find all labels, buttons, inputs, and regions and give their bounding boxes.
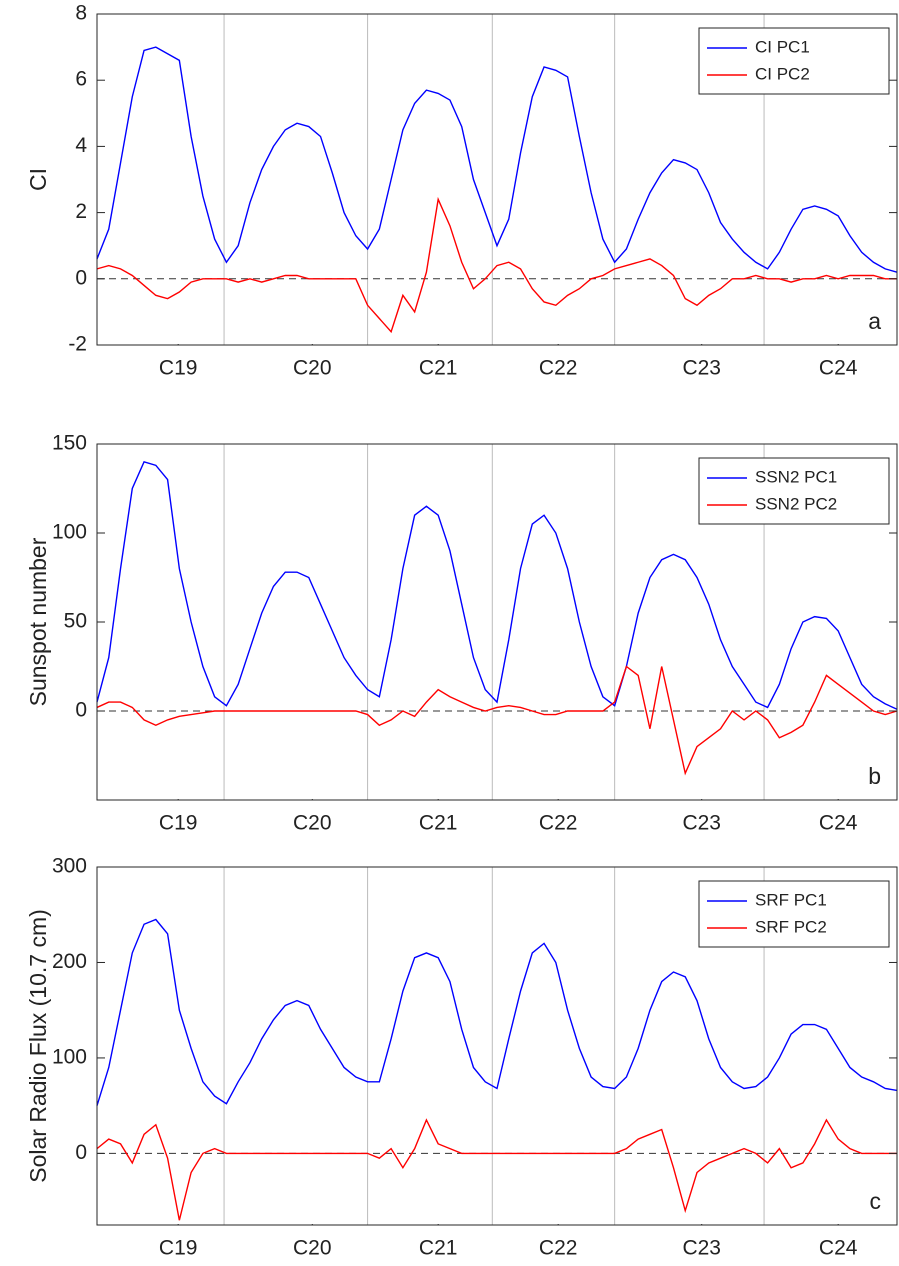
y-tick-label: 50: [64, 610, 87, 633]
x-tick-label: C23: [682, 812, 721, 835]
x-tick-label: C24: [819, 812, 858, 835]
y-tick-label: -2: [68, 333, 87, 356]
x-tick-label: C19: [159, 1237, 198, 1260]
x-tick-label: C21: [419, 812, 458, 835]
x-tick-label: C22: [539, 1237, 578, 1260]
x-tick-label: C19: [159, 812, 198, 835]
legend: SSN2 PC1 SSN2 PC2: [698, 457, 890, 525]
plot-frame: [96, 866, 898, 1226]
x-tick-label: C22: [539, 812, 578, 835]
x-tick-label: C23: [682, 1237, 721, 1260]
y-tick-label: 0: [75, 266, 87, 289]
y-tick-label: 2: [75, 200, 87, 223]
series-line: [96, 46, 898, 273]
x-tick-label: C21: [419, 357, 458, 380]
series-line: [96, 460, 898, 710]
legend-label: SRF PC2: [755, 917, 827, 936]
legend-label: CI PC2: [755, 64, 810, 83]
legend-label: CI PC1: [755, 37, 810, 56]
series-line: [96, 918, 898, 1106]
x-tick-label: C20: [293, 812, 332, 835]
y-tick-label: 8: [75, 2, 87, 25]
legend-box: [698, 457, 890, 525]
legend-label: SSN2 PC1: [755, 467, 837, 486]
panel-label: b: [868, 763, 881, 789]
legend-label: SRF PC1: [755, 890, 827, 909]
y-tick-label: 300: [52, 855, 87, 878]
x-tick-label: C21: [419, 1237, 458, 1260]
y-tick-label: 0: [75, 699, 87, 722]
legend: SRF PC1 SRF PC2: [698, 880, 890, 948]
legend-label: SSN2 PC2: [755, 494, 837, 513]
y-tick-label: 200: [52, 950, 87, 973]
panel-label: a: [868, 308, 881, 334]
plot-frame: [96, 13, 898, 346]
y-tick-label: 100: [52, 1045, 87, 1068]
series-line: [96, 665, 898, 776]
y-tick-label: 100: [52, 521, 87, 544]
x-tick-label: C20: [293, 1237, 332, 1260]
y-tick-label: 6: [75, 68, 87, 91]
y-tick-label: 150: [52, 432, 87, 455]
x-tick-label: C19: [159, 357, 198, 380]
y-axis-label: Sunspot number: [25, 537, 51, 706]
y-axis-label: CI: [25, 168, 51, 191]
legend-box: [698, 27, 890, 95]
y-tick-label: 0: [75, 1141, 87, 1164]
legend-box: [698, 880, 890, 948]
x-tick-label: C24: [819, 1237, 858, 1260]
y-tick-label: 4: [75, 134, 87, 157]
panel-label: c: [870, 1188, 882, 1214]
x-tick-label: C22: [539, 357, 578, 380]
x-tick-label: C24: [819, 357, 858, 380]
legend: CI PC1 CI PC2: [698, 27, 890, 95]
series-line: [96, 196, 897, 334]
y-axis-label: Solar Radio Flux (10.7 cm): [25, 909, 51, 1183]
series-line: [96, 1118, 897, 1221]
x-tick-label: C23: [682, 357, 721, 380]
x-tick-label: C20: [293, 357, 332, 380]
